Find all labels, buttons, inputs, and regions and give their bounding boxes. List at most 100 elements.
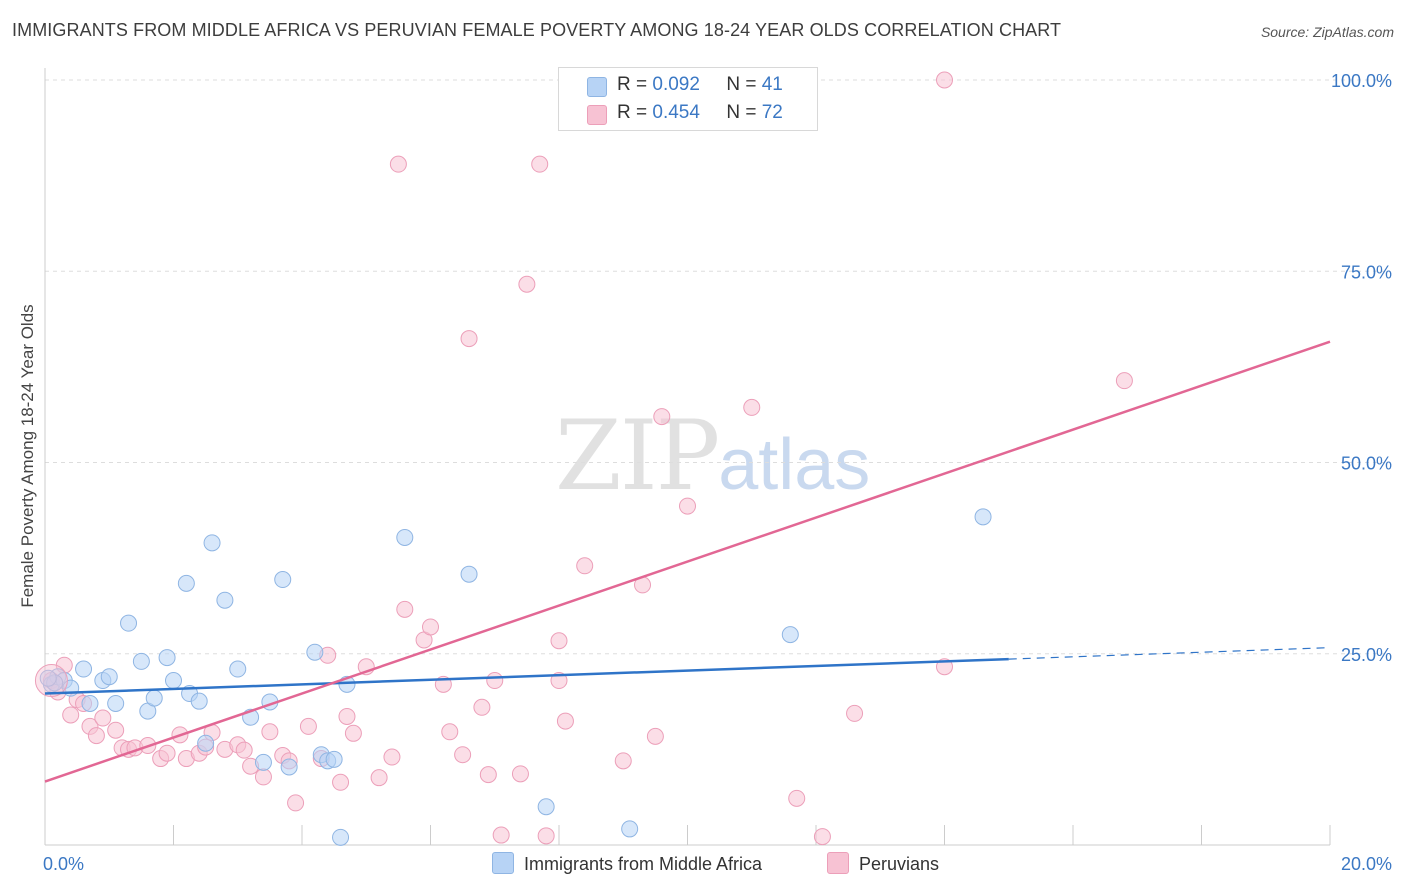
chart-title: IMMIGRANTS FROM MIDDLE AFRICA VS PERUVIA… [12,20,1062,40]
point-cluster [34,664,68,698]
point-peruvians [299,717,317,735]
point-peruvians [936,71,953,89]
point-peruvians [531,155,549,173]
y-tick-label: 50.0% [1341,454,1392,474]
point-immigrants-middle-africa [396,528,414,546]
x-tick-label: 20.0% [1341,854,1392,874]
legend-pink-swatch [827,852,849,874]
watermark-atlas: atlas [718,425,871,505]
point-immigrants-middle-africa [229,660,247,678]
legend-pink-label: Peruvians [859,854,940,874]
point-peruvians [679,497,696,515]
trendline-extension [1008,647,1331,660]
point-peruvians [846,704,864,722]
point-peruvians [287,794,305,812]
point-peruvians [454,746,472,764]
point-peruvians [422,618,439,636]
point-peruvians [460,330,478,348]
point-peruvians [344,724,362,742]
point-immigrants-middle-africa [306,643,324,661]
legend-item-pink: Peruvians [827,852,939,875]
point-immigrants-middle-africa [280,758,298,776]
point-peruvians [396,600,414,618]
trendline-immigrants-middle-africa [44,657,1009,695]
point-peruvians [338,707,356,725]
point-immigrants-middle-africa [203,534,221,552]
y-tick-label: 75.0% [1341,262,1392,282]
point-immigrants-middle-africa [165,672,182,690]
point-peruvians [94,709,112,727]
stats-legend: R = 0.092 N = 41 R = 0.454 N = 72 [558,67,818,131]
point-peruvians [332,773,350,791]
point-peruvians [107,721,125,739]
r-label: R = [617,74,648,95]
point-peruvians [492,826,510,844]
watermark: ZIPatlas [555,400,870,512]
point-peruvians [646,727,664,745]
point-immigrants-middle-africa [81,694,99,712]
point-peruvians [511,765,529,783]
point-immigrants-middle-africa [325,750,343,768]
point-peruvians [537,827,555,845]
point-peruvians [813,828,831,846]
point-peruvians [87,727,105,745]
point-peruvians [235,741,253,759]
point-peruvians [788,789,806,807]
r-value-blue: 0.092 [652,74,700,95]
point-peruvians [518,275,536,293]
point-peruvians [441,723,459,741]
point-immigrants-middle-africa [158,649,176,667]
legend-item-blue: Immigrants from Middle Africa [492,852,762,875]
point-immigrants-middle-africa [120,614,138,632]
point-immigrants-middle-africa [190,692,208,710]
point-peruvians [383,748,401,766]
point-immigrants-middle-africa [197,734,215,752]
point-peruvians [254,768,272,786]
point-peruvians [486,672,504,690]
point-peruvians [576,557,594,575]
watermark-zip: ZIP [555,400,720,512]
point-immigrants-middle-africa [216,591,234,609]
point-peruvians [550,632,568,650]
point-immigrants-middle-africa [537,798,555,816]
point-peruvians [556,712,574,730]
point-immigrants-middle-africa [274,571,292,589]
point-immigrants-middle-africa [75,660,93,678]
point-peruvians [62,706,80,724]
point-immigrants-middle-africa [39,669,57,687]
point-immigrants-middle-africa [177,574,195,592]
point-immigrants-middle-africa [460,565,478,583]
point-peruvians [743,398,761,416]
point-peruvians [389,155,407,173]
point-immigrants-middle-africa [132,652,150,670]
point-immigrants-middle-africa [781,626,799,644]
n-label: N = [726,74,757,95]
n-label: N = [726,102,757,123]
x-tick-label: 0.0% [43,854,84,874]
point-peruvians [653,408,671,426]
point-peruvians [614,752,632,770]
point-peruvians [479,766,497,784]
point-peruvians [261,723,279,741]
source-credit: Source: ZipAtlas.com [1260,24,1394,40]
r-value-pink: 0.454 [652,102,700,123]
point-peruvians [158,744,176,762]
point-immigrants-middle-africa [145,689,163,707]
point-peruvians [473,698,491,716]
point-immigrants-middle-africa [974,508,992,526]
pink-swatch [587,105,607,125]
n-value-blue: 41 [761,74,783,95]
legend-blue-swatch [492,852,514,874]
point-immigrants-middle-africa [254,753,272,771]
y-tick-label: 100.0% [1331,71,1392,91]
point-peruvians [1115,372,1133,390]
point-immigrants-middle-africa [332,828,350,846]
n-value-pink: 72 [761,102,783,123]
r-label: R = [617,102,648,123]
blue-swatch [587,77,607,97]
point-immigrants-middle-africa [107,694,125,712]
point-immigrants-middle-africa [621,820,639,838]
y-tick-label: 25.0% [1341,645,1392,665]
trendline-peruvians [44,340,1331,783]
